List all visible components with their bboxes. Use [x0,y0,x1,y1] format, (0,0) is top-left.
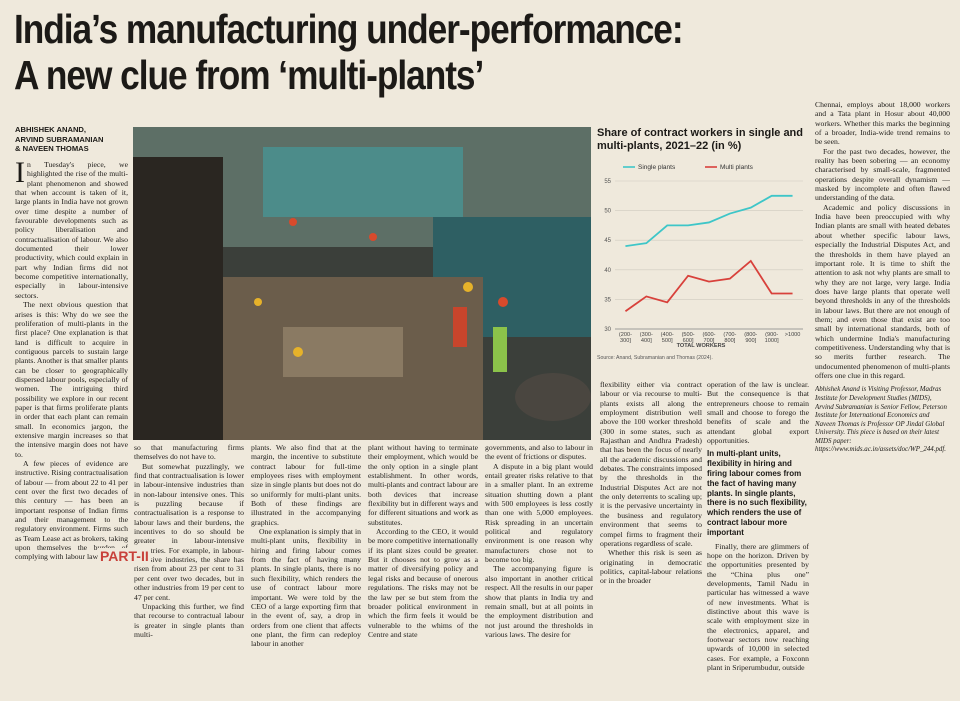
x-tick-label: (600-700] [702,332,716,345]
headline-line: India’s manufacturing under-performance: [14,6,684,52]
pull-quote: In multi-plant units, flexibility in hir… [707,449,807,537]
x-axis-label: TOTAL WORKERS [676,343,726,349]
y-tick-label: 55 [604,179,611,185]
legend-label: Multi plants [720,164,754,171]
x-tick-label: (500-600] [681,332,695,345]
y-tick-label: 45 [604,238,611,244]
paragraph: plant without having to terminate their … [368,443,478,527]
chart-source: Source: Anand, Subramanian and Thomas (2… [597,355,713,361]
author-bio: Abhishek Anand is Visiting Professor, Ma… [815,386,947,454]
author: & NAVEEN THOMAS [15,144,89,153]
section-label: PART-II [98,548,151,564]
paragraph: A dispute in a big plant would entail gr… [485,461,593,565]
article-column: plant without having to terminate their … [368,443,478,696]
paragraph: governments, and also to labour in the e… [485,443,593,462]
x-tick-label: (700-800] [723,332,737,345]
paragraph: According to the CEO, it would be more c… [368,527,478,639]
x-tick-label: (900-1000] [764,332,779,345]
paragraph: Whether this risk is seen as originating… [600,548,702,586]
paragraph: Academic and policy discussions in India… [815,202,950,380]
paragraph: plants. We also find that at the margin,… [251,443,361,527]
paragraph: A few pieces of evidence are instructive… [15,459,128,562]
paragraph: For the past two decades, however, the r… [815,146,950,203]
paragraph: Chennai, employs about 18,000 workers an… [815,100,950,147]
paragraph: Finally, there are glimmers of hope on t… [707,541,809,673]
article-column: plants. We also find that at the margin,… [251,443,361,696]
byline: ABHISHEK ANAND, ARVIND SUBRAMANIAN & NAV… [15,125,133,154]
article-column: so that manufacturing firms themselves d… [134,443,244,696]
data-line [624,259,793,312]
chart-title: Share of contract workers in single and … [597,127,803,152]
paragraph: In Tuesday's piece, we highlighted the r… [15,160,128,300]
headline-line: A new clue from ‘multi-plants’ [14,52,484,98]
author: ABHISHEK ANAND, [15,125,87,134]
paragraph: Unpacking this further, we find that rec… [134,601,244,639]
y-tick-label: 50 [604,209,611,215]
y-tick-label: 35 [604,297,611,303]
data-line [625,194,793,248]
x-tick-label: (400-500] [660,332,674,345]
x-tick-label: (300-400] [639,332,653,345]
chart-plot: 30 35 40 45 50 55 Single plants Multi plants [604,164,803,333]
legend-label: Single plants [638,164,676,171]
article-column: Chennai, employs about 18,000 workers an… [815,100,950,696]
paragraph: so that manufacturing firms themselves d… [134,443,244,462]
photo [133,127,591,440]
y-tick-label: 30 [604,327,611,333]
paragraph: flexibility either via contract labour o… [600,380,702,548]
headline: India’s manufacturing under-performance:… [14,6,788,98]
paragraph: operation of the law is unclear. But the… [707,380,809,446]
paragraph: But somewhat puzzlingly, we find that co… [134,461,244,602]
x-tick-label: >1000 [784,332,801,338]
article-column: governments, and also to labour in the e… [485,443,593,696]
article-column: In Tuesday's piece, we highlighted the r… [15,160,128,696]
paragraph: One explanation is simply that in multi-… [251,527,361,649]
y-tick-label: 40 [604,268,611,274]
paragraph: The accompanying figure is also importan… [485,564,593,639]
article-column: operation of the law is unclear. But the… [707,380,809,696]
x-tick-label: (200-300] [618,332,632,345]
paragraph: The next obvious question that arises is… [15,300,128,459]
chart: Share of contract workers in single and … [593,127,809,377]
x-tick-label: (800-900] [744,332,758,345]
article-column: flexibility either via contract labour o… [600,380,702,696]
author: ARVIND SUBRAMANIAN [15,134,104,144]
